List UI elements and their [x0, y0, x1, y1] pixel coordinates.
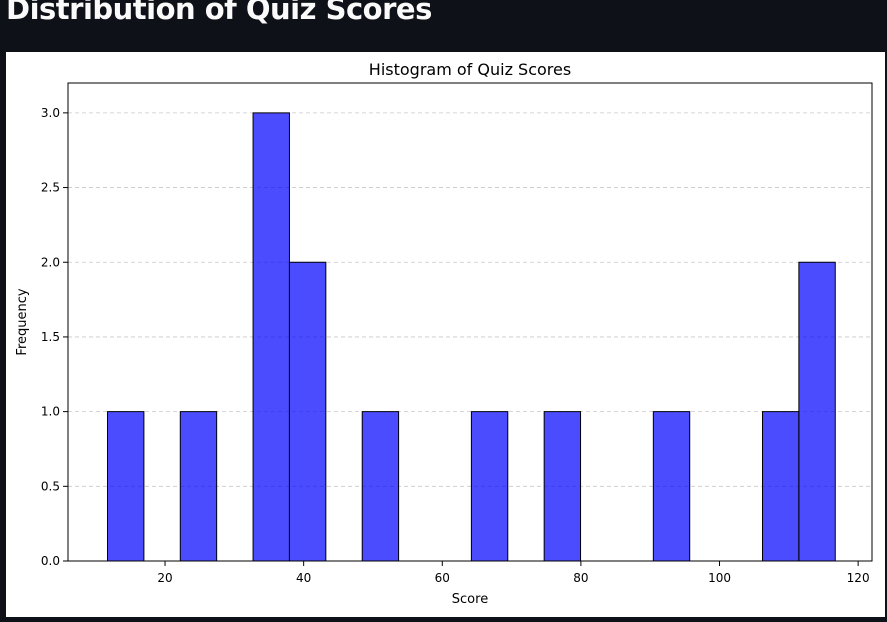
chart-title: Histogram of Quiz Scores	[369, 60, 571, 79]
histogram-bar	[252, 112, 290, 562]
y-tick-label: 2.0	[41, 255, 60, 269]
histogram-bar	[179, 411, 218, 562]
x-tick-label: 100	[708, 571, 731, 585]
histogram-bar	[107, 411, 145, 562]
x-axis-label: Score	[452, 592, 488, 607]
y-tick-label: 2.5	[41, 181, 60, 195]
histogram-bar	[652, 411, 691, 562]
histogram-bar	[543, 411, 582, 562]
x-tick-label: 60	[435, 571, 450, 585]
histogram-bar	[288, 261, 327, 562]
x-tick-label: 120	[847, 571, 870, 585]
x-tick-label: 40	[296, 571, 311, 585]
y-tick-label: 1.5	[41, 330, 60, 344]
histogram-bar	[361, 411, 400, 562]
page-title: Distribution of Quiz Scores	[6, 0, 432, 26]
chart-figure: 0.0 0.5 1.0 1.5 2.0 2.5 3.0 20 40 60 80 100 120 Hist…	[6, 52, 885, 617]
y-axis-label: Frequency	[15, 288, 30, 355]
page-header: Distribution of Quiz Scores	[0, 0, 887, 52]
axis-ticks: 0.0 0.5 1.0 1.5 2.0 2.5 3.0 20 40 60 80 100 120	[41, 106, 870, 585]
y-tick-label: 0.5	[41, 479, 60, 493]
plot-frame	[67, 82, 873, 562]
x-tick-label: 80	[573, 571, 588, 585]
histogram-bar	[798, 261, 836, 562]
y-tick-label: 3.0	[41, 106, 60, 120]
histogram-bars	[107, 112, 836, 562]
histogram-bar	[470, 411, 509, 562]
histogram-bar	[761, 411, 800, 562]
y-tick-label: 1.0	[41, 405, 60, 419]
histogram-chart: 0.0 0.5 1.0 1.5 2.0 2.5 3.0 20 40 60 80 100 120 Hist…	[6, 52, 885, 617]
x-tick-label: 20	[157, 571, 172, 585]
figure-background	[6, 52, 885, 617]
y-tick-label: 0.0	[41, 554, 60, 568]
